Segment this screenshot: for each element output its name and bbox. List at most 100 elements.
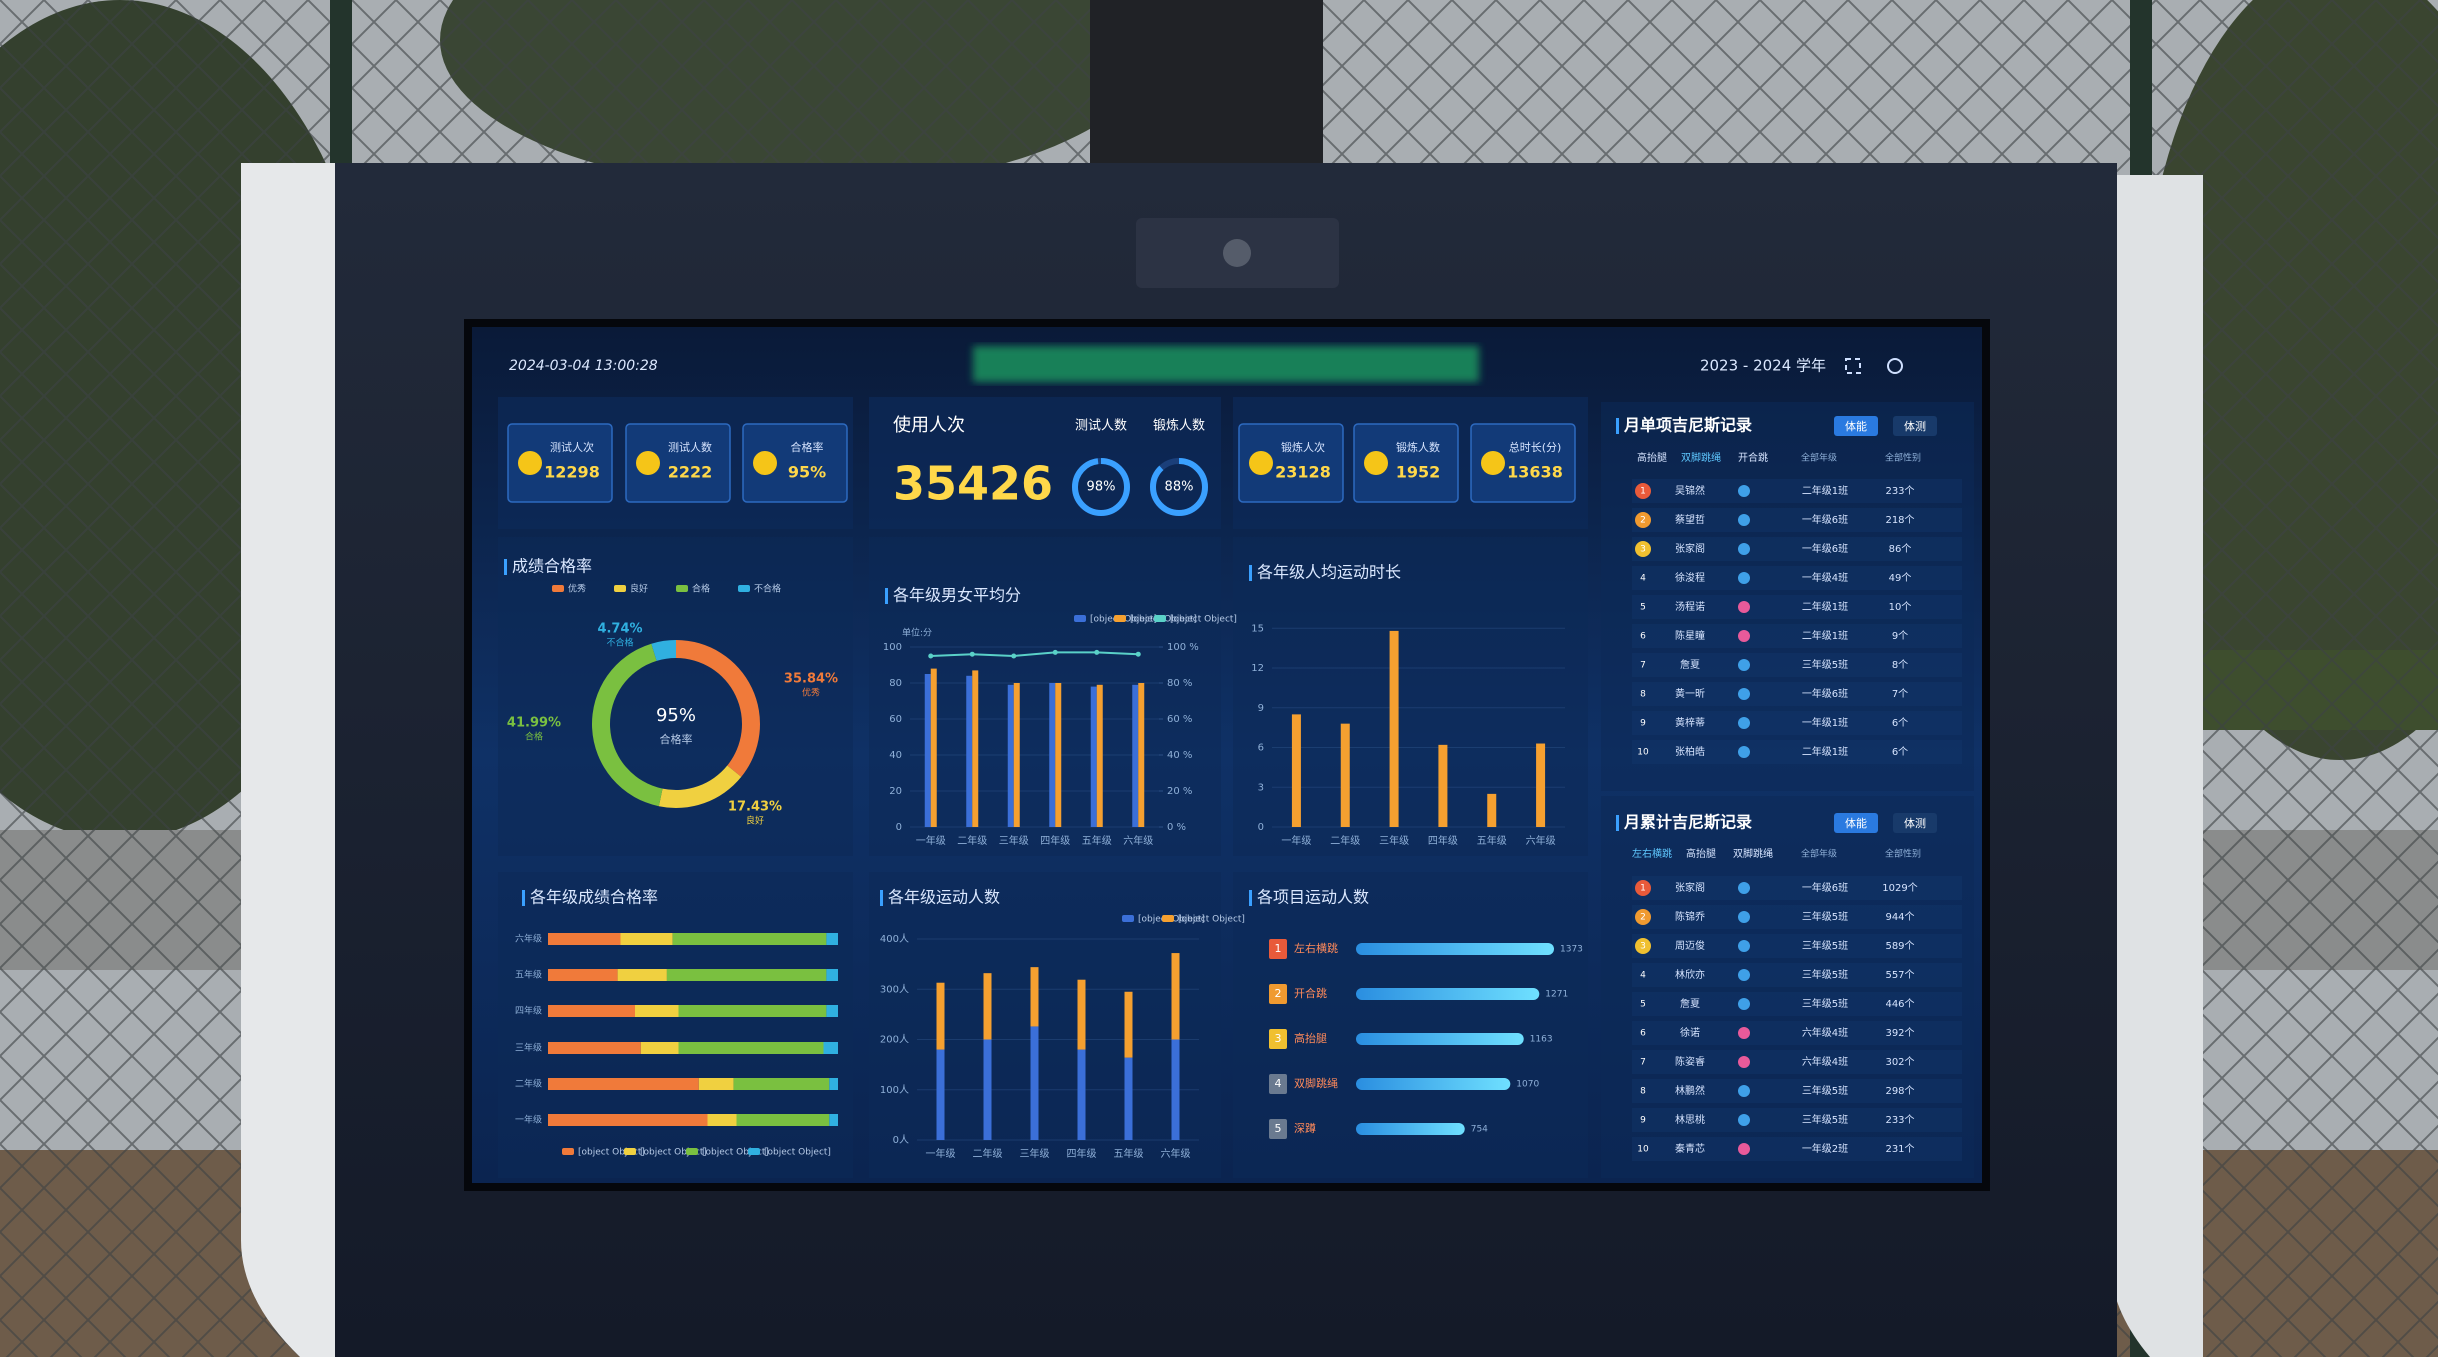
student-name: 秦青芯 bbox=[1675, 1142, 1705, 1155]
tab[interactable] bbox=[1893, 416, 1937, 436]
record-count: 231个 bbox=[1885, 1143, 1914, 1155]
ring-label: 测试人数 bbox=[1075, 419, 1127, 434]
bar-segment bbox=[1030, 967, 1039, 1027]
record-count: 218个 bbox=[1885, 514, 1914, 526]
gender-icon bbox=[1738, 688, 1750, 700]
bar-segment bbox=[548, 1078, 699, 1090]
ring-value bbox=[1150, 458, 1208, 516]
chart-title: 各项目运动人数 bbox=[1257, 888, 1369, 907]
tab-label[interactable]: 体能 bbox=[1845, 816, 1867, 830]
bar-segment bbox=[1171, 1039, 1180, 1140]
gender-icon bbox=[1738, 882, 1750, 894]
tab[interactable] bbox=[1834, 416, 1878, 436]
gender-icon bbox=[1738, 998, 1750, 1010]
tab-label[interactable]: 体能 bbox=[1845, 419, 1867, 433]
bar-segment bbox=[826, 933, 838, 945]
rank-number: 1 bbox=[1640, 487, 1646, 497]
rank-number: 9 bbox=[1640, 1116, 1646, 1126]
gender-icon bbox=[1738, 969, 1750, 981]
rank-number: 2 bbox=[1275, 987, 1282, 1000]
fullscreen-icon[interactable] bbox=[1845, 358, 1861, 374]
record-count: 86个 bbox=[1889, 543, 1912, 555]
filter-dropdown[interactable]: 全部年级 bbox=[1801, 848, 1837, 860]
bar bbox=[1049, 683, 1056, 827]
filter-dropdown[interactable]: 全部年级 bbox=[1801, 452, 1837, 464]
category-label: 开合跳 bbox=[1294, 986, 1327, 1000]
tab[interactable] bbox=[1893, 813, 1937, 833]
legend-swatch bbox=[686, 1148, 698, 1155]
record-count: 557个 bbox=[1885, 969, 1914, 981]
power-icon[interactable] bbox=[1887, 358, 1903, 374]
x-tick-label: 三年级 bbox=[1379, 834, 1409, 847]
row-bg bbox=[1632, 905, 1962, 929]
gender-icon bbox=[1738, 514, 1750, 526]
title-accent bbox=[1249, 565, 1252, 581]
y-tick-label: 60 bbox=[889, 714, 902, 725]
student-name: 张家阁 bbox=[1675, 542, 1705, 555]
student-class: 二年级1班 bbox=[1802, 629, 1848, 642]
line bbox=[930, 651, 1139, 658]
row-bg bbox=[1632, 624, 1962, 648]
stat-icon bbox=[1481, 451, 1505, 475]
stat-value: 12298 bbox=[544, 463, 600, 482]
rank-number: 6 bbox=[1640, 632, 1646, 642]
rank-badge bbox=[1635, 880, 1651, 896]
legend-swatch bbox=[624, 1148, 636, 1155]
legend-swatch bbox=[748, 1148, 760, 1155]
subtab[interactable]: 高抬腿 bbox=[1637, 451, 1667, 464]
bar bbox=[930, 668, 937, 827]
y-tick-label: 五年级 bbox=[515, 969, 542, 981]
subtab[interactable]: 高抬腿 bbox=[1686, 847, 1716, 860]
student-name: 林鹏然 bbox=[1675, 1084, 1705, 1097]
student-class: 一年级2班 bbox=[1802, 1142, 1848, 1155]
pole bbox=[1090, 0, 1323, 170]
bar-segment bbox=[707, 1114, 737, 1126]
panel bbox=[498, 537, 853, 856]
tab-label[interactable]: 体测 bbox=[1904, 816, 1926, 830]
rank-badge bbox=[1635, 909, 1651, 925]
y-tick-label: 12 bbox=[1251, 663, 1264, 674]
y-tick-label: 二年级 bbox=[515, 1078, 542, 1090]
bar bbox=[1356, 943, 1554, 955]
category-label: 深蹲 bbox=[1294, 1121, 1316, 1135]
rank-number: 2 bbox=[1640, 913, 1646, 923]
tab-label[interactable]: 体测 bbox=[1904, 419, 1926, 433]
legend-swatch bbox=[1162, 915, 1174, 922]
donut-value-label: 35.84% bbox=[784, 672, 838, 687]
student-name: 周迈俊 bbox=[1675, 939, 1705, 952]
subtab[interactable]: 双脚跳绳 bbox=[1681, 451, 1721, 464]
y-tick-label: 40 bbox=[889, 750, 902, 761]
x-tick-label: 四年级 bbox=[1428, 834, 1458, 847]
bar bbox=[1340, 723, 1350, 827]
x-tick-label: 一年级 bbox=[1281, 834, 1311, 847]
subtab[interactable]: 左右横跳 bbox=[1632, 847, 1672, 860]
y-tick-label: 300人 bbox=[880, 983, 909, 995]
subtab[interactable]: 开合跳 bbox=[1738, 451, 1768, 464]
donut-center-value: 95% bbox=[656, 705, 696, 726]
kiosk-pillar bbox=[2110, 175, 2203, 1357]
bar-segment bbox=[936, 1049, 945, 1140]
stat-icon bbox=[1364, 451, 1388, 475]
filter-dropdown[interactable]: 全部性别 bbox=[1885, 848, 1921, 860]
bar bbox=[1132, 684, 1139, 827]
row-bg bbox=[1632, 682, 1962, 706]
category-label: 高抬腿 bbox=[1294, 1031, 1327, 1045]
rank-number: 2 bbox=[1640, 516, 1646, 526]
bar bbox=[1356, 1123, 1465, 1135]
gender-icon bbox=[1738, 1143, 1750, 1155]
bar bbox=[1291, 714, 1301, 827]
stat-value: 95% bbox=[788, 463, 826, 482]
stat-box bbox=[1353, 423, 1459, 503]
gender-icon bbox=[1738, 630, 1750, 642]
x-tick-label: 二年级 bbox=[957, 834, 987, 847]
stat-value: 1952 bbox=[1396, 463, 1441, 482]
bar-segment bbox=[548, 1005, 635, 1017]
y-tick-label: 六年级 bbox=[515, 933, 542, 945]
filter-dropdown[interactable]: 全部性别 bbox=[1885, 452, 1921, 464]
subtab[interactable]: 双脚跳绳 bbox=[1733, 847, 1773, 860]
tab[interactable] bbox=[1834, 813, 1878, 833]
bar bbox=[1536, 743, 1546, 827]
x-tick-label: 五年级 bbox=[1114, 1147, 1144, 1160]
record-count: 446个 bbox=[1885, 998, 1914, 1010]
row-bg bbox=[1632, 1108, 1962, 1132]
